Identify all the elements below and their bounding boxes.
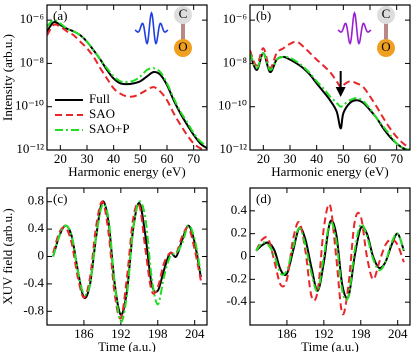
y-tick-label: 0.4 [231, 202, 248, 217]
x-tick-label: 30 [81, 151, 94, 166]
y-tick-label: 10⁻⁶ [20, 11, 44, 26]
x-tick-label: 50 [134, 151, 147, 166]
series-line [255, 203, 405, 316]
x-tick-label: 40 [107, 151, 120, 166]
x-tick-label: 198 [148, 326, 168, 341]
x-tick-label: 186 [277, 326, 297, 341]
y-tick-label: 10⁻¹² [16, 141, 44, 156]
arrow-head [335, 87, 346, 97]
y-tick-label: -0.2 [226, 270, 247, 285]
y-tick-label: 10⁻¹⁰ [218, 98, 247, 113]
x-tick-label: 70 [187, 151, 200, 166]
y-tick-label: 0 [38, 247, 45, 262]
plot-frame [249, 187, 411, 326]
series-line [52, 200, 202, 320]
y-tick-label: -0.4 [226, 293, 247, 308]
plot-area [250, 40, 410, 150]
plot-area [47, 19, 207, 150]
x-axis-label: Time (a.u.) [98, 339, 156, 352]
x-tick-label: 192 [314, 326, 334, 341]
x-axis-label: Time (a.u.) [301, 339, 359, 352]
series-line [250, 40, 410, 150]
plot-frame [249, 4, 411, 151]
panel-label: (a) [53, 8, 67, 23]
plot-area [255, 203, 405, 316]
wave-icon [134, 11, 169, 45]
y-tick-label: 10⁻⁶ [223, 11, 247, 26]
atom-label: C [179, 6, 188, 21]
legend-label: Full [89, 91, 110, 106]
panel-label: (b) [256, 8, 271, 23]
x-tick-label: 70 [390, 151, 403, 166]
y-tick-label: 0.8 [28, 193, 44, 208]
series-line [250, 52, 410, 150]
atom-label: C [382, 6, 391, 21]
x-tick-label: 198 [351, 326, 371, 341]
series-line [47, 23, 207, 150]
y-tick-label: -0.8 [23, 302, 44, 317]
y-tick-label: 10⁻¹² [219, 141, 247, 156]
series-line [52, 200, 202, 323]
series-line [47, 19, 207, 148]
atom-label: O [178, 39, 187, 54]
y-tick-label: 0 [241, 247, 248, 262]
x-tick-label: 50 [337, 151, 350, 166]
x-tick-label: 204 [388, 326, 408, 341]
y-tick-label: 0.2 [231, 225, 247, 240]
plot-frame [46, 187, 208, 326]
x-tick-label: 20 [257, 151, 270, 166]
oxygen-atom [377, 39, 395, 57]
x-tick-label: 186 [74, 326, 94, 341]
series-line [255, 219, 405, 300]
oxygen-atom [174, 39, 192, 57]
carbon-atom [174, 6, 192, 24]
wave-icon [337, 11, 372, 45]
panel-label: (d) [256, 191, 271, 206]
x-tick-label: 192 [111, 326, 131, 341]
legend-label: SAO+P [89, 121, 130, 136]
x-tick-label: 40 [310, 151, 323, 166]
x-axis-label: Harmonic energy (eV) [271, 164, 388, 179]
panel-label: (c) [53, 191, 67, 206]
y-tick-label: -0.4 [23, 275, 44, 290]
y-tick-label: 10⁻¹⁰ [15, 98, 44, 113]
plot-area [52, 200, 202, 323]
x-axis-label: Harmonic energy (eV) [68, 164, 185, 179]
series-line [250, 52, 410, 150]
atom-label: O [381, 39, 390, 54]
plot-frame [46, 4, 208, 151]
x-tick-label: 60 [364, 151, 377, 166]
y-tick-label: 10⁻⁸ [20, 54, 45, 69]
y-axis-label: Intensity (arb.u.) [0, 34, 15, 121]
series-line [255, 220, 405, 302]
x-tick-label: 20 [54, 151, 67, 166]
x-tick-label: 204 [185, 326, 205, 341]
carbon-atom [377, 6, 395, 24]
x-tick-label: 60 [161, 151, 174, 166]
y-tick-label: 0.4 [28, 220, 45, 235]
legend-label: SAO [89, 106, 115, 121]
x-tick-label: 30 [284, 151, 297, 166]
y-tick-label: 10⁻⁸ [223, 54, 248, 69]
y-axis-label: XUV field (arb.u.) [0, 208, 15, 305]
